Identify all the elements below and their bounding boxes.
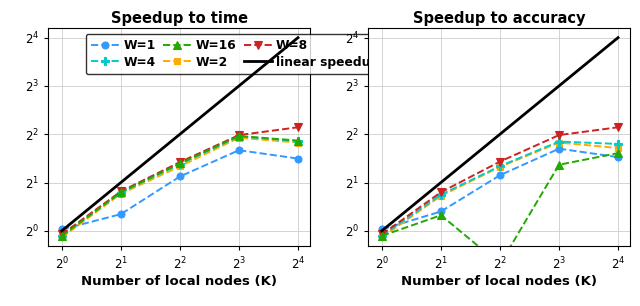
X-axis label: Number of local nodes (K): Number of local nodes (K) bbox=[401, 275, 597, 288]
Title: Speedup to accuracy: Speedup to accuracy bbox=[413, 11, 586, 26]
X-axis label: Number of local nodes (K): Number of local nodes (K) bbox=[81, 275, 277, 288]
Legend: W=1, W=4, W=16, W=2, W=8, linear speedup: W=1, W=4, W=16, W=2, W=8, linear speedup bbox=[86, 34, 385, 74]
Title: Speedup to time: Speedup to time bbox=[111, 11, 248, 26]
